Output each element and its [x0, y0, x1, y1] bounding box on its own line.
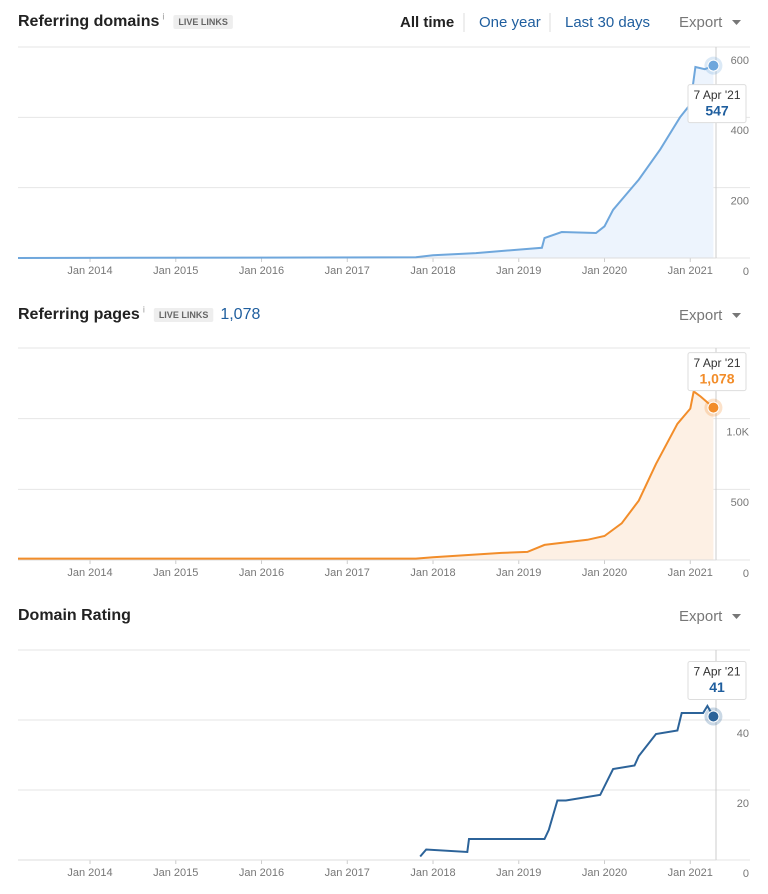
line	[419, 704, 715, 858]
tooltip-value: 547	[705, 102, 729, 118]
x-tick-label: Jan 2020	[582, 567, 627, 579]
x-tick-label: Jan 2014	[67, 567, 112, 579]
badge: LIVE LINKS	[159, 310, 209, 320]
tooltip-date: 7 Apr '21	[694, 88, 741, 102]
headline-value: 1,078	[220, 306, 260, 323]
export-button[interactable]: Export	[679, 608, 723, 625]
x-tick-label: Jan 2014	[67, 265, 112, 277]
tooltip	[687, 84, 747, 124]
y-tick-label: 0	[743, 266, 749, 278]
x-tick-label: Jan 2016	[239, 265, 284, 277]
x-tick-label: Jan 2021	[668, 265, 713, 277]
info-icon: i	[162, 11, 164, 21]
export-caret	[732, 614, 741, 619]
y-tick-label: 200	[731, 196, 749, 208]
x-tick-label: Jan 2017	[325, 867, 370, 879]
badge-bg	[153, 308, 214, 322]
marker	[707, 710, 720, 723]
x-tick-label: Jan 2016	[239, 567, 284, 579]
time-range[interactable]: Last 30 days	[565, 14, 650, 31]
x-tick-label: Jan 2021	[668, 567, 713, 579]
x-tick-label: Jan 2021	[668, 867, 713, 879]
x-tick-label: Jan 2014	[67, 867, 112, 879]
export-button[interactable]: Export	[679, 307, 723, 324]
x-tick-label: Jan 2017	[325, 265, 370, 277]
y-tick-label: 400	[731, 125, 749, 137]
export-caret	[732, 313, 741, 318]
x-tick-label: Jan 2018	[410, 265, 455, 277]
y-tick-label: 0	[743, 868, 749, 880]
export-caret	[732, 20, 741, 25]
x-tick-label: Jan 2019	[496, 567, 541, 579]
line	[18, 389, 715, 560]
x-tick-label: Jan 2020	[582, 867, 627, 879]
y-tick-label: 500	[731, 497, 749, 509]
section-title: Domain Rating	[18, 607, 131, 624]
tooltip-date: 7 Apr '21	[694, 665, 741, 679]
marker	[707, 59, 720, 72]
tooltip	[687, 352, 747, 392]
export-button[interactable]: Export	[679, 14, 723, 31]
tooltip-date: 7 Apr '21	[694, 356, 741, 370]
x-tick-label: Jan 2020	[582, 265, 627, 277]
area	[18, 391, 714, 560]
x-tick-label: Jan 2015	[153, 867, 198, 879]
x-tick-label: Jan 2015	[153, 265, 198, 277]
info-icon: i	[143, 304, 145, 314]
y-tick-label: 1.0K	[726, 427, 749, 439]
x-tick-label: Jan 2019	[496, 265, 541, 277]
badge: LIVE LINKS	[178, 17, 228, 27]
y-tick-label: 0	[743, 568, 749, 580]
area	[18, 65, 714, 258]
marker	[707, 401, 720, 414]
section-title: Referring domains	[18, 13, 159, 30]
y-tick-label: 20	[737, 798, 749, 810]
x-tick-label: Jan 2018	[410, 567, 455, 579]
x-tick-label: Jan 2015	[153, 567, 198, 579]
tooltip-value: 41	[709, 679, 725, 695]
x-tick-label: Jan 2017	[325, 567, 370, 579]
y-tick-label: 600	[731, 55, 749, 67]
time-range[interactable]: All time	[400, 14, 454, 31]
section-title: Referring pages	[18, 306, 140, 323]
tooltip-value: 1,078	[699, 370, 734, 386]
x-tick-label: Jan 2016	[239, 867, 284, 879]
x-tick-label: Jan 2018	[410, 867, 455, 879]
x-tick-label: Jan 2019	[496, 867, 541, 879]
tooltip	[687, 661, 747, 700]
badge-bg	[173, 15, 233, 29]
time-range[interactable]: One year	[479, 14, 541, 31]
y-tick-label: 40	[737, 728, 749, 740]
